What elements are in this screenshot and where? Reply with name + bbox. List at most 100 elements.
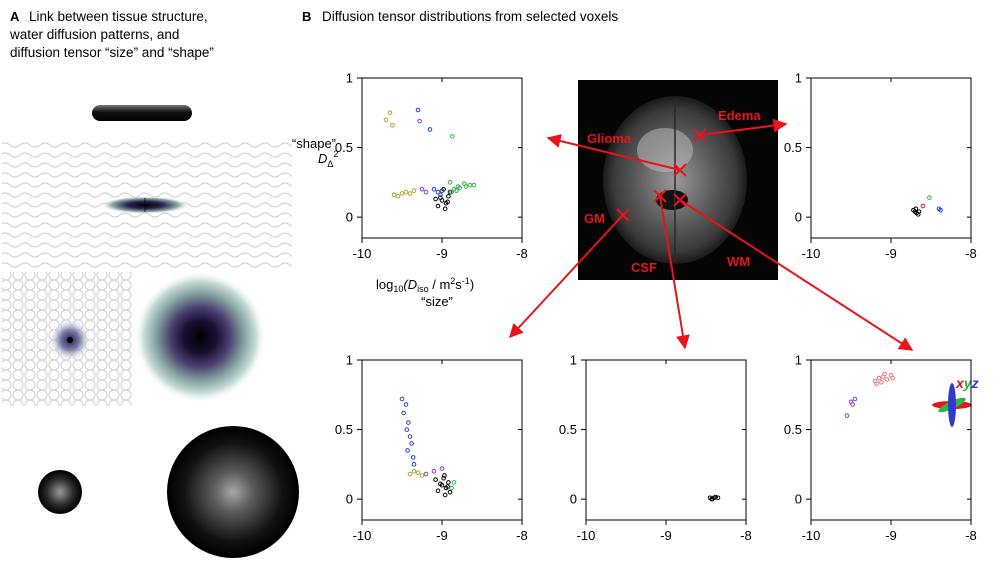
data-point <box>433 196 438 202</box>
restricted-diffusion-center <box>67 337 73 343</box>
data-point <box>415 107 421 113</box>
data-point <box>405 448 410 453</box>
data-point <box>411 469 417 474</box>
y-tick-label: 0 <box>570 492 577 507</box>
scatter-plot-gm: 0 0.5 1 -10 -9 -8 <box>335 353 528 544</box>
data-point <box>850 402 855 407</box>
x-tick-label: -8 <box>516 528 528 543</box>
free-diffusion-halo <box>134 271 266 403</box>
data-point <box>890 375 895 381</box>
data-point <box>713 494 718 500</box>
y-tick-label: 1 <box>346 71 353 86</box>
data-point <box>447 489 453 495</box>
scatter-plot-csf: 0 0.5 1 -10 -9 -8 <box>559 353 752 544</box>
x-axis-label: log10(Diso / m2s-1) “size” <box>376 276 474 309</box>
data-point <box>417 118 422 124</box>
x-tick-label: -10 <box>353 528 372 543</box>
ventricle <box>656 190 688 210</box>
y-tick-label: 0 <box>795 210 802 225</box>
data-point <box>445 199 450 205</box>
data-point <box>407 471 413 477</box>
y-tick-label: 1 <box>570 353 577 368</box>
glioma-lesion <box>637 128 693 172</box>
x-tick-label: -9 <box>885 528 897 543</box>
data-point <box>447 180 453 185</box>
x-tick-label: -8 <box>965 528 977 543</box>
y-tick-label: 0 <box>346 210 353 225</box>
data-point <box>445 484 450 489</box>
y-axis-label-symbol: DΔ2 <box>318 149 338 169</box>
brain-mri-image <box>578 80 778 280</box>
x-tick-label: -9 <box>436 246 448 261</box>
x-axis-label-line-1: log10(Diso / m2s-1) <box>376 276 474 294</box>
arrow-gm <box>509 214 624 339</box>
x-tick-label: -10 <box>802 246 821 261</box>
data-point <box>407 191 413 196</box>
panel-b-title-text: Diffusion tensor distributions from sele… <box>322 9 618 24</box>
x-tick-label: -9 <box>660 528 672 543</box>
data-point <box>884 377 890 382</box>
data-point <box>419 473 425 478</box>
y-tick-label: 0 <box>346 492 353 507</box>
label-wm: WM <box>727 254 750 269</box>
data-point <box>411 462 417 467</box>
panel-a-title-line-1: Link between tissue structure, <box>29 9 208 24</box>
x-tick-label: -9 <box>436 528 448 543</box>
panel-a-title-line-2: water diffusion patterns, and <box>9 27 179 42</box>
plot-frame <box>810 359 972 521</box>
data-point <box>874 381 879 386</box>
marker-gm <box>616 208 630 222</box>
arrow-edema <box>699 118 788 136</box>
data-point <box>395 193 401 199</box>
data-point <box>387 110 393 116</box>
plot-frame <box>810 77 972 239</box>
data-point <box>404 427 410 432</box>
data-point <box>451 480 457 485</box>
data-point <box>427 127 433 132</box>
data-point <box>449 485 454 491</box>
panel-a-title: A Link between tissue structure, water d… <box>9 9 214 60</box>
x-tick-label: -10 <box>577 528 596 543</box>
data-point <box>438 481 443 487</box>
large-isotropic-tensor <box>167 426 299 558</box>
data-point <box>399 191 405 196</box>
panel-a-letter: A <box>10 9 20 24</box>
data-point <box>449 189 454 195</box>
data-point <box>390 123 395 128</box>
data-point <box>447 189 453 195</box>
y-tick-label: 0.5 <box>784 422 802 437</box>
x-tick-label: -10 <box>802 528 821 543</box>
region-labels: Glioma Edema GM CSF WM <box>584 108 761 275</box>
orientation-legend-text: xyz <box>955 375 979 391</box>
data-point <box>913 206 919 212</box>
arrow-wm <box>679 199 914 351</box>
y-axis-label: “shape” DΔ2 <box>292 136 339 169</box>
y-axis-label-line-1: “shape” <box>292 136 336 151</box>
y-tick-label: 1 <box>346 353 353 368</box>
data-point <box>401 410 406 416</box>
scatter-plot-wm: 0 0.5 1 -10 -9 -8 <box>784 353 977 544</box>
data-point <box>454 188 459 193</box>
data-point <box>876 375 882 381</box>
data-point <box>403 402 409 407</box>
data-point <box>927 195 932 200</box>
data-point <box>852 396 858 402</box>
marker-wm <box>673 193 687 207</box>
y-tick-label: 0.5 <box>784 140 802 155</box>
data-point <box>844 413 850 418</box>
small-isotropic-tensor <box>38 470 82 514</box>
data-point <box>409 441 414 446</box>
x-tick-label: -9 <box>885 246 897 261</box>
label-gm: GM <box>584 211 605 226</box>
plot-frame <box>361 77 523 239</box>
data-point <box>399 396 405 402</box>
label-edema: Edema <box>718 108 761 123</box>
data-point <box>920 203 926 209</box>
marker-csf <box>653 189 667 203</box>
data-point <box>439 188 445 193</box>
marker-edema <box>693 128 707 142</box>
data-point <box>457 185 462 191</box>
data-point <box>446 480 451 485</box>
data-point <box>463 184 469 189</box>
data-point <box>938 207 943 213</box>
